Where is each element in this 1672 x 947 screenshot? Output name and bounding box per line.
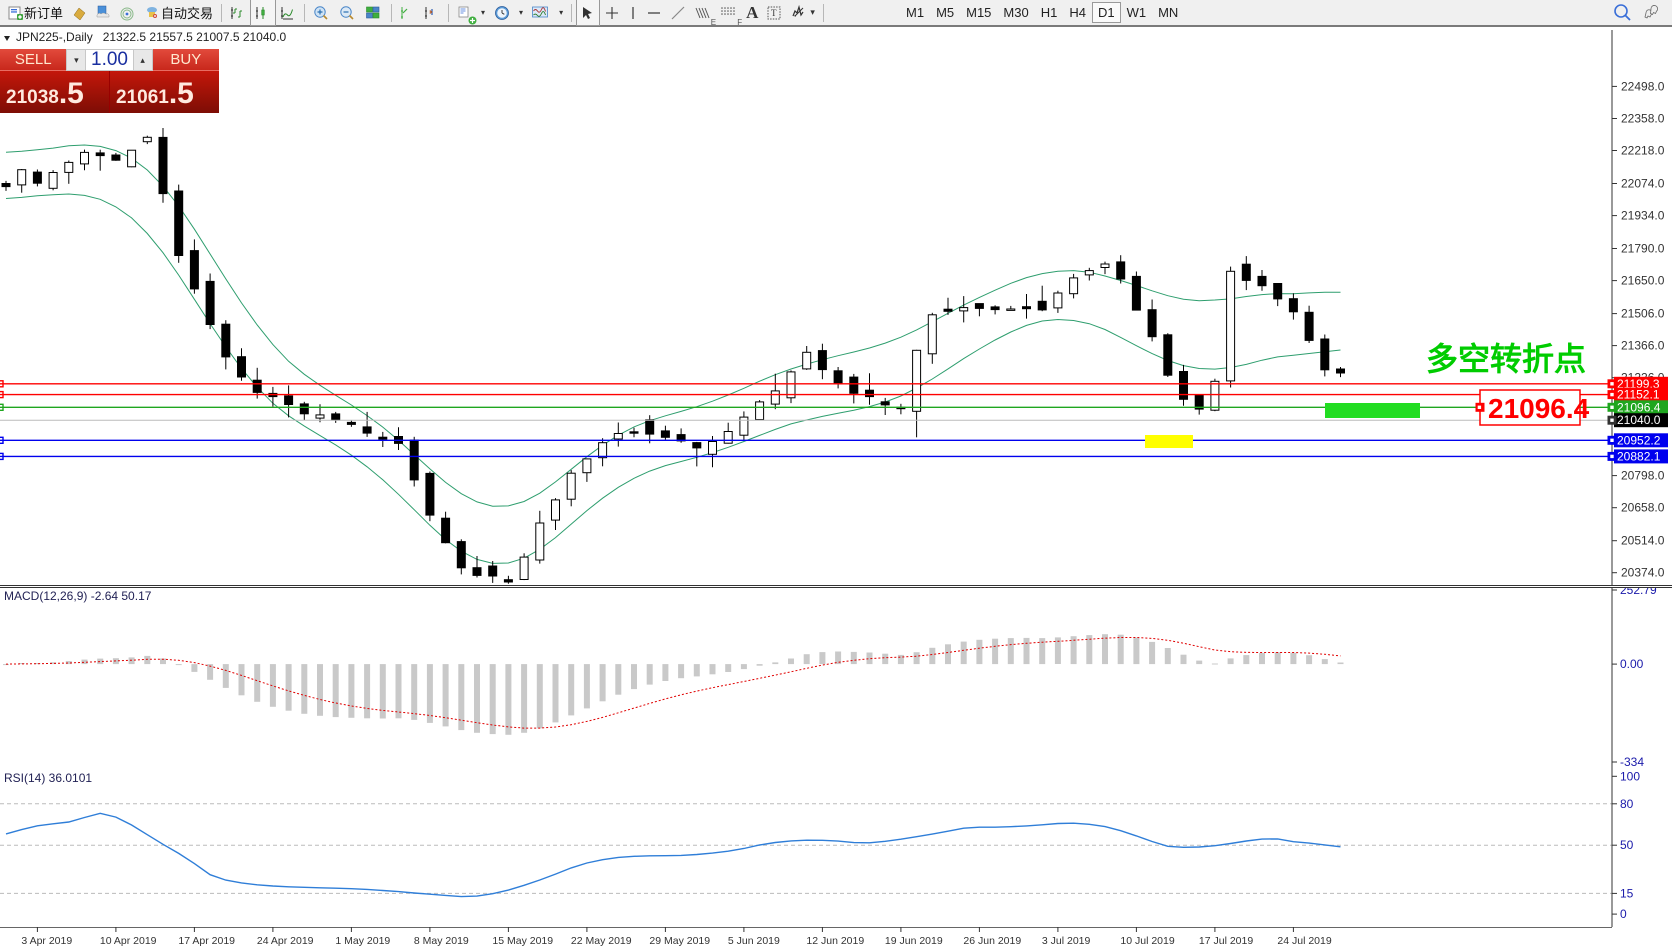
- svg-text:1 May 2019: 1 May 2019: [335, 935, 390, 947]
- svg-text:5 Jun 2019: 5 Jun 2019: [728, 935, 780, 947]
- svg-text:RSI(14) 36.0101: RSI(14) 36.0101: [4, 771, 92, 785]
- svg-text:3 Jul 2019: 3 Jul 2019: [1042, 935, 1091, 947]
- svg-text:0.00: 0.00: [1620, 657, 1644, 671]
- svg-text:-334: -334: [1620, 755, 1644, 769]
- svg-text:100: 100: [1620, 770, 1640, 783]
- svg-text:26 Jun 2019: 26 Jun 2019: [963, 935, 1021, 947]
- svg-text:MACD(12,26,9) -2.64 50.17: MACD(12,26,9) -2.64 50.17: [4, 589, 152, 603]
- svg-text:JPN225-,Daily 21322.5 21557.: JPN225-,Daily 21322.5 21557.5 21007.5 21…: [16, 30, 287, 44]
- svg-text:T: T: [771, 8, 777, 18]
- svg-text:24 Jul 2019: 24 Jul 2019: [1277, 935, 1331, 947]
- svg-text:17 Apr 2019: 17 Apr 2019: [178, 935, 235, 947]
- svg-text:10 Jul 2019: 10 Jul 2019: [1120, 935, 1174, 947]
- svg-text:50: 50: [1620, 838, 1634, 852]
- svg-text:29 May 2019: 29 May 2019: [649, 935, 710, 947]
- svg-text:17 Jul 2019: 17 Jul 2019: [1199, 935, 1253, 947]
- svg-text:3 Apr 2019: 3 Apr 2019: [21, 935, 72, 947]
- svg-text:0: 0: [1620, 907, 1627, 921]
- svg-text:12 Jun 2019: 12 Jun 2019: [806, 935, 864, 947]
- svg-text:8 May 2019: 8 May 2019: [414, 935, 469, 947]
- svg-text:15: 15: [1620, 886, 1634, 900]
- svg-text:80: 80: [1620, 797, 1634, 811]
- svg-text:10 Apr 2019: 10 Apr 2019: [100, 935, 157, 947]
- svg-text:22 May 2019: 22 May 2019: [571, 935, 632, 947]
- svg-text:19 Jun 2019: 19 Jun 2019: [885, 935, 943, 947]
- svg-text:252.79: 252.79: [1620, 588, 1657, 597]
- svg-text:15 May 2019: 15 May 2019: [492, 935, 553, 947]
- svg-text:24 Apr 2019: 24 Apr 2019: [257, 935, 314, 947]
